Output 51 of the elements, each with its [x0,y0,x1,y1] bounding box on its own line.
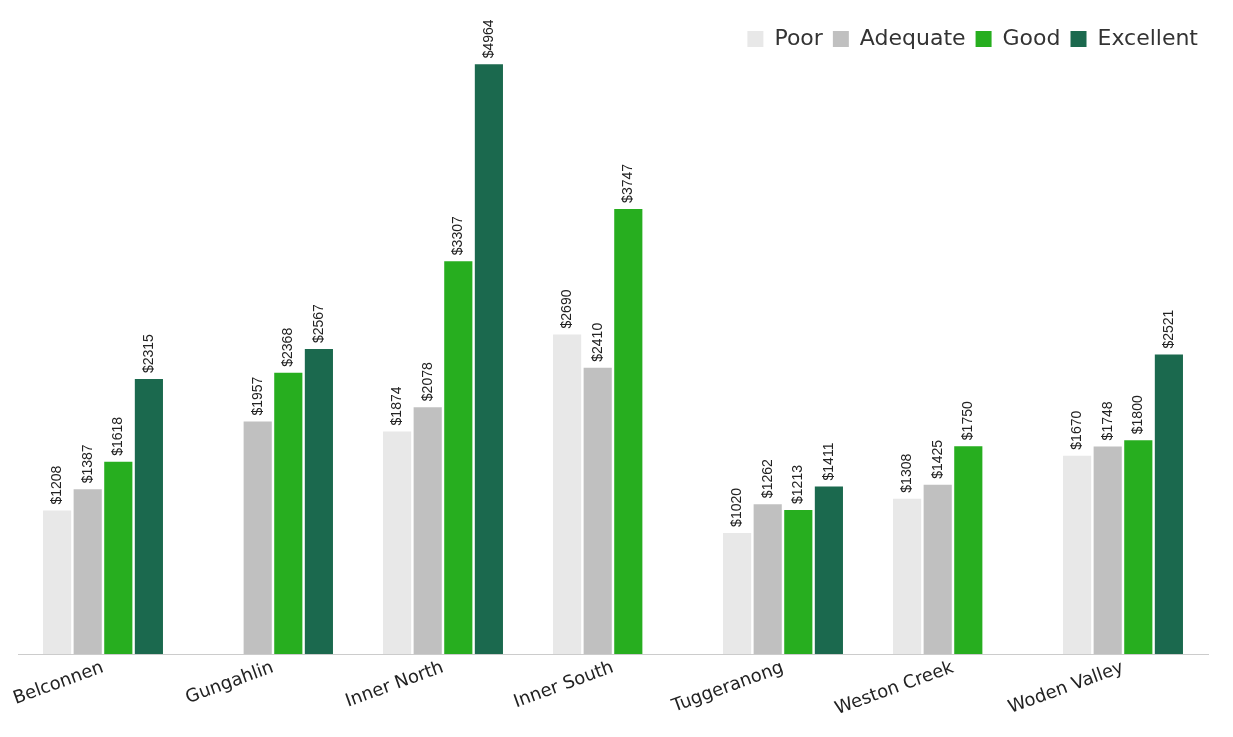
bar [444,261,473,655]
data-label: $2521 [1159,309,1176,349]
data-label: $2315 [139,333,156,374]
data-label: $1874 [387,386,404,426]
bar [104,461,133,655]
legend-label: Good [1002,24,1061,50]
data-label: $1308 [897,453,914,493]
bar [1063,455,1092,655]
data-label: $1213 [789,464,806,504]
bar [553,334,582,655]
bar [954,446,983,655]
bar [614,208,643,655]
data-label: $1425 [928,439,945,479]
x-tick-label: Weston Creek [831,655,957,718]
data-label: $2368 [279,327,296,367]
data-label: $4964 [479,19,496,59]
data-label: $1411 [819,442,836,481]
bar [274,372,303,655]
data-label: $2567 [309,303,326,344]
data-label: $3307 [449,216,466,256]
legend-label: Excellent [1097,24,1199,50]
bar [1124,440,1153,655]
bar [134,379,163,655]
data-label: $1748 [1098,401,1115,441]
data-label: $3747 [619,163,636,203]
bar [723,532,752,655]
legend-label: Poor [774,24,824,50]
data-label: $1020 [727,487,744,527]
bar [893,498,922,655]
bar [383,431,412,655]
bar [43,510,72,655]
data-label: $1957 [248,376,265,416]
data-label: $1800 [1129,395,1146,435]
bar [784,509,813,655]
data-label: $1208 [47,465,64,505]
x-tick-label: Woden Valley [1005,655,1127,717]
x-tick-label: Inner South [510,655,616,712]
data-label: $2078 [418,362,435,402]
bar [814,486,843,655]
data-label: $1618 [109,416,126,456]
bar [304,349,333,655]
legend-label: Adequate [859,24,966,50]
data-label: $2690 [557,289,574,329]
bar [474,64,503,655]
data-label: $2410 [588,322,605,362]
data-label: $1750 [959,401,976,441]
data-label: $1262 [758,459,775,499]
data-label: $1387 [78,444,95,484]
data-label: $1670 [1067,410,1084,450]
x-tick-label: Inner North [342,655,446,711]
bar [1154,354,1183,655]
